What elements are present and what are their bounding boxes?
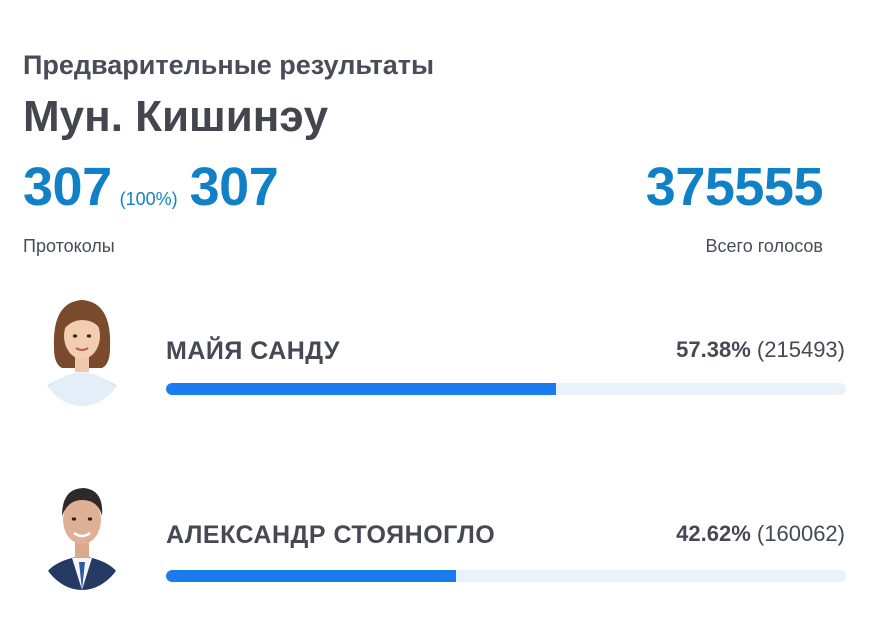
candidate-progress-fill: [166, 383, 557, 395]
total-votes: 375555: [645, 157, 824, 217]
candidate-votes: (215493): [756, 337, 845, 362]
candidate-votes: (160062): [756, 521, 845, 546]
total-votes-label: Всего голосов: [705, 236, 823, 256]
candidate-progress-bar: [166, 570, 846, 582]
candidate-result: 57.38% (215493): [676, 337, 845, 363]
candidate-avatar: [36, 472, 128, 590]
protocols-label: Протоколы: [23, 236, 115, 256]
candidate-name: АЛЕКСАНДР СТОЯНОГЛО: [166, 521, 496, 549]
candidate-progress-fill: [166, 570, 456, 582]
candidate-result: 42.62% (160062): [676, 521, 845, 547]
protocols-stat: 307 (100%) 307: [23, 156, 279, 218]
candidate-avatar: [36, 288, 128, 406]
candidate-progress-bar: [166, 383, 846, 395]
protocols-percent: (100%): [119, 189, 178, 209]
protocols-counted: 307: [23, 157, 112, 217]
protocols-total: 307: [189, 157, 279, 217]
page-title: Мун. Кишинэу: [23, 92, 329, 141]
woman-portrait-icon: [36, 288, 128, 406]
page-subtitle: Предварительные результаты: [23, 50, 435, 80]
candidate-name: МАЙЯ САНДУ: [166, 337, 340, 365]
man-portrait-icon: [36, 472, 128, 590]
candidate-percent: 42.62%: [676, 521, 751, 546]
candidate-percent: 57.38%: [676, 337, 751, 362]
